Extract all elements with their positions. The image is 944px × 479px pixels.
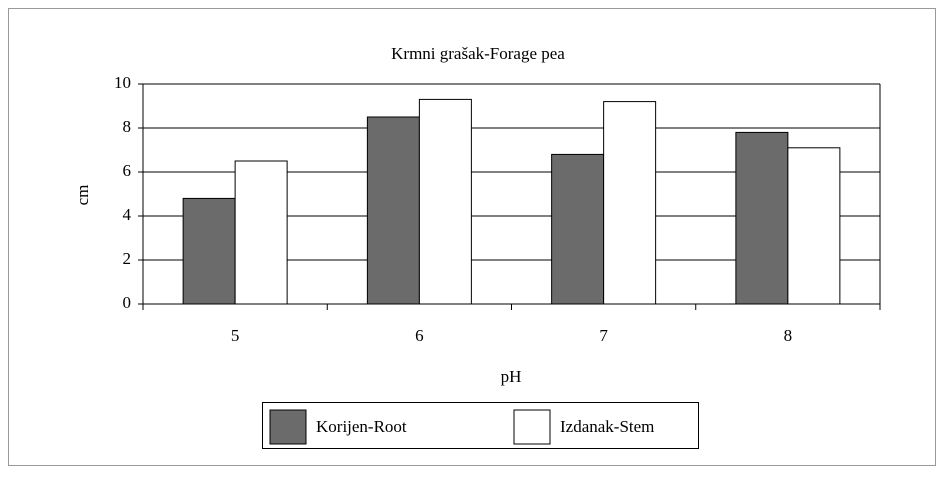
chart-title: Krmni grašak-Forage pea [391,44,565,63]
x-tick-label: 8 [784,326,793,345]
x-axis-label: pH [501,367,522,386]
legend-label: Izdanak-Stem [560,417,654,436]
x-tick-label: 5 [231,326,240,345]
bar [366,116,420,305]
legend-swatch [513,409,551,445]
y-tick-label: 8 [123,117,132,136]
y-tick-label: 2 [123,249,132,268]
y-tick-label: 10 [114,73,131,92]
y-axis-label: cm [73,185,92,206]
legend-swatch [269,409,307,445]
bar [182,197,236,305]
legend-box [262,402,699,449]
bar [735,131,789,305]
y-tick-label: 0 [123,293,132,312]
bar [787,147,841,305]
y-tick-label: 6 [123,161,132,180]
y-tick-label: 4 [123,205,132,224]
legend-label: Korijen-Root [316,417,407,436]
x-tick-label: 6 [415,326,424,345]
x-tick-label: 7 [599,326,608,345]
bar [234,160,288,305]
bar [418,98,472,305]
bar [551,153,605,305]
bar [603,101,657,305]
